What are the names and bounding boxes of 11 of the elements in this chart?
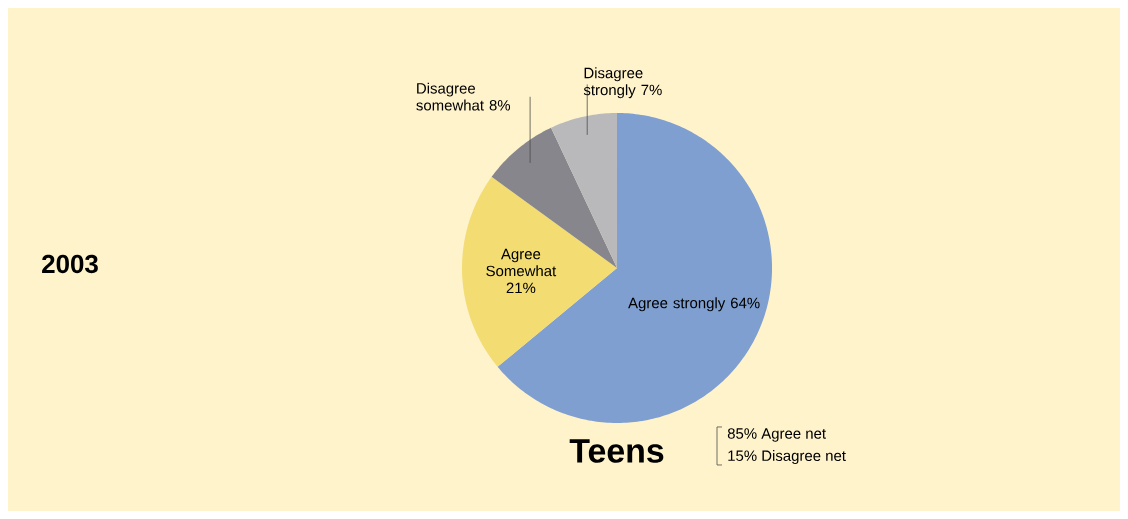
slice-label: Disagree somewhat: [416, 82, 484, 111]
text: 15% Disagree net: [728, 450, 846, 464]
data-label: 21%: [506, 282, 536, 294]
data-label: 64%: [731, 297, 760, 309]
text: Teens: [569, 439, 664, 463]
data-label: 7%: [641, 84, 662, 96]
slice-label: Agree Somewhat: [486, 248, 557, 277]
data-label: 8%: [489, 100, 511, 111]
text: 85% Agree net: [727, 428, 826, 442]
text: 2003: [42, 254, 98, 274]
slice-label: Agree strongly: [628, 297, 726, 312]
